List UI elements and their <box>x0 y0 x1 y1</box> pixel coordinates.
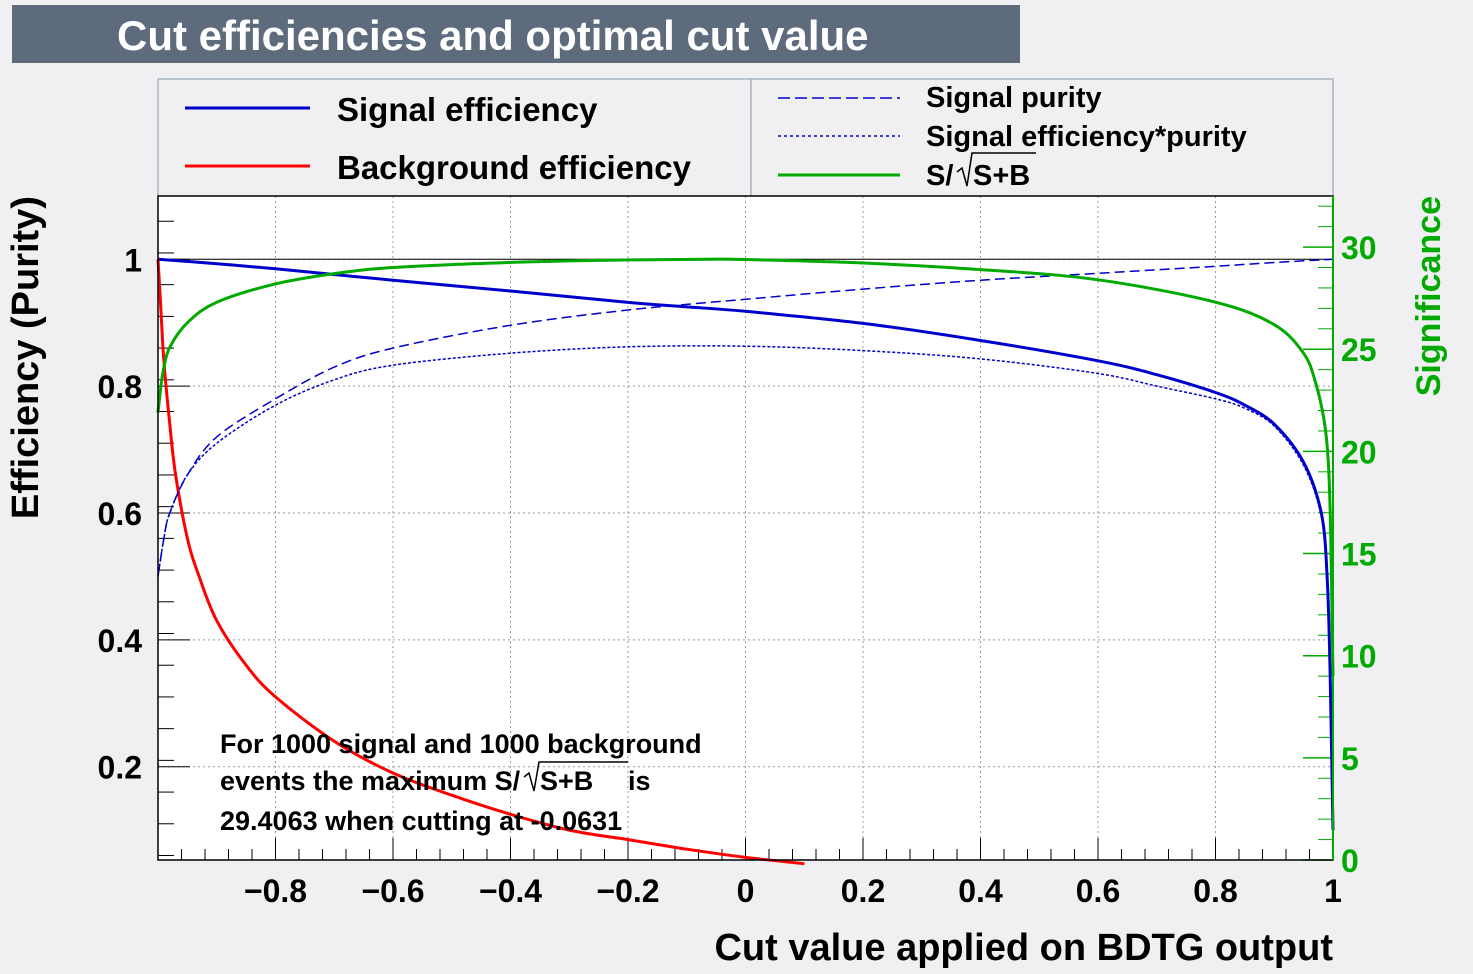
series-efficiency-purity <box>157 345 1334 831</box>
y2-tick-label: 30 <box>1341 230 1377 266</box>
title-banner: Cut efficiencies and optimal cut value <box>12 5 1020 63</box>
y-tick-label: 0.6 <box>98 496 142 532</box>
annotation: For 1000 signal and 1000 background even… <box>220 729 702 836</box>
x-tick-label: −0.4 <box>479 873 542 909</box>
legend-label-significance-radicand: S+B <box>973 160 1030 192</box>
legend: Signal efficiency Background efficiency … <box>157 78 1334 197</box>
legend-label-significance-prefix: S/ <box>926 160 953 192</box>
series-group <box>156 257 1335 866</box>
y2-tick-label: 20 <box>1341 434 1377 470</box>
legend-label-signal-efficiency: Signal efficiency <box>337 91 598 128</box>
series-background-efficiency <box>156 259 805 866</box>
page-title: Cut efficiencies and optimal cut value <box>117 12 869 59</box>
legend-frame <box>157 78 1334 197</box>
x-tick-label: −0.8 <box>244 873 307 909</box>
annotation-line-1: For 1000 signal and 1000 background <box>220 729 702 759</box>
y2-tick-label: 5 <box>1341 741 1359 777</box>
y-axis-label: Efficiency (Purity) <box>5 196 47 519</box>
x-tick-label: 0.6 <box>1076 873 1120 909</box>
annotation-line-2-suffix: is <box>628 766 651 796</box>
annotation-line-2-radicand: S+B <box>540 766 593 796</box>
legend-label-signal-purity: Signal purity <box>926 82 1102 114</box>
x-tick-label: −0.6 <box>361 873 424 909</box>
y2-tick-label: 0 <box>1341 843 1359 879</box>
legend-label-efficiency-purity: Signal efficiency*purity <box>926 121 1247 153</box>
y2-axis-label: Significance <box>1410 196 1448 396</box>
x-tick-label: 1 <box>1324 873 1342 909</box>
y-tick-label: 1 <box>124 242 142 278</box>
x-tick-labels: −0.8 −0.6 −0.4 −0.2 0 0.2 0.4 0.6 0.8 1 <box>244 873 1342 909</box>
series-signal-efficiency <box>157 257 1335 831</box>
y2-tick-label: 15 <box>1341 537 1377 573</box>
legend-label-background-efficiency: Background efficiency <box>337 149 692 186</box>
x-tick-label: 0 <box>737 873 755 909</box>
y-tick-label: 0.2 <box>98 750 142 786</box>
x-tick-label: 0.4 <box>958 873 1003 909</box>
annotation-line-3: 29.4063 when cutting at -0.0631 <box>220 806 622 836</box>
y2-tick-label: 25 <box>1341 332 1377 368</box>
legend-sqrt-sign <box>956 152 1036 187</box>
x-tick-label: −0.2 <box>596 873 659 909</box>
y-tick-label: 0.8 <box>98 369 142 405</box>
x-axis-label: Cut value applied on BDTG output <box>714 927 1333 969</box>
y-tick-label: 0.4 <box>98 623 143 659</box>
series-significance <box>156 257 1335 677</box>
x-tick-label: 0.8 <box>1193 873 1237 909</box>
y-tick-labels: 0.2 0.4 0.6 0.8 1 <box>98 242 143 785</box>
annotation-line-2-prefix: events the maximum S/ <box>220 766 521 796</box>
y2-tick-labels: 0 5 10 15 20 25 30 <box>1341 230 1377 879</box>
y2-tick-label: 10 <box>1341 639 1377 675</box>
x-tick-label: 0.2 <box>841 873 885 909</box>
annotation-sqrt-sign <box>523 761 628 792</box>
